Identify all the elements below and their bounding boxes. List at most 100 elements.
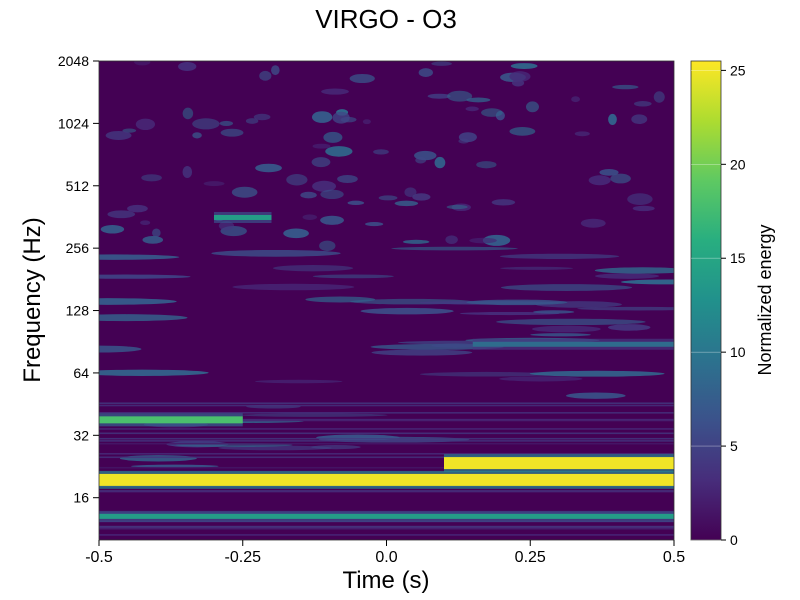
x-tick-label: 0.25 xyxy=(515,549,546,566)
noise-blob xyxy=(325,146,353,157)
noise-blob xyxy=(631,114,648,125)
noise-blob xyxy=(499,253,620,260)
noise-blob xyxy=(496,318,646,326)
noise-blob xyxy=(192,118,220,130)
noise-line xyxy=(99,428,674,430)
y-tick-label: 1024 xyxy=(58,115,89,131)
noise-blob xyxy=(458,132,477,143)
noise-blob xyxy=(152,228,161,238)
noise-blob xyxy=(219,120,234,126)
noise-blob xyxy=(99,254,180,260)
noise-blob xyxy=(530,333,591,337)
noise-blob xyxy=(529,370,665,377)
noise-blob xyxy=(418,68,433,77)
noise-blob xyxy=(465,106,479,112)
colorbar-tick-label: 25 xyxy=(730,62,746,78)
noise-blob xyxy=(347,200,365,206)
noise-blob xyxy=(412,193,431,201)
y-axis-label: Frequency (Hz) xyxy=(19,217,46,382)
noise-blob xyxy=(509,71,531,82)
noise-blob xyxy=(362,119,371,125)
noise-blob xyxy=(99,298,177,305)
noise-blob xyxy=(142,235,164,244)
noise-blob xyxy=(447,90,473,102)
chart-title: VIRGO - O3 xyxy=(315,4,457,34)
noise-blob xyxy=(319,240,336,252)
noise-blob xyxy=(415,156,427,164)
noise-blob xyxy=(305,296,376,303)
noise-blob xyxy=(365,222,384,227)
noise-blob xyxy=(255,163,282,173)
noise-blob xyxy=(491,199,516,206)
noise-blob xyxy=(99,274,191,279)
noise-blob xyxy=(231,186,258,198)
background-noise xyxy=(99,61,674,536)
colorbar-tick-label: 0 xyxy=(730,532,738,548)
noise-blob xyxy=(378,195,398,201)
x-tick-label: 0.5 xyxy=(663,549,685,566)
noise-blob xyxy=(320,189,344,200)
noise-blob xyxy=(431,343,480,348)
noise-blob xyxy=(218,221,235,231)
noise-blob xyxy=(571,96,580,103)
noise-blob xyxy=(431,61,452,66)
noise-line xyxy=(99,404,674,407)
noise-blob xyxy=(500,284,633,291)
noise-blob xyxy=(446,204,468,210)
y-tick-label: 512 xyxy=(66,178,90,194)
noise-blob xyxy=(404,187,417,198)
y-tick-label: 32 xyxy=(73,427,89,443)
noise-line xyxy=(99,528,674,530)
colorbar-tick-label: 5 xyxy=(730,438,738,454)
y-tick-label: 2048 xyxy=(58,53,89,69)
colorbar-ticks: 0 5 10 15 20 25 xyxy=(691,62,746,548)
feature-band xyxy=(214,214,272,220)
y-tick-label: 64 xyxy=(73,365,89,381)
noise-blob xyxy=(99,345,142,353)
noise-blob xyxy=(511,79,525,87)
noise-blob xyxy=(360,307,454,315)
noise-blob xyxy=(577,306,674,311)
feature-band xyxy=(472,341,674,347)
noise-blob xyxy=(525,101,539,113)
noise-blob xyxy=(434,156,446,169)
noise-blob xyxy=(627,193,653,205)
colorbar-tick-label: 15 xyxy=(730,250,746,266)
noise-blob xyxy=(107,210,136,219)
noise-blob xyxy=(245,118,259,124)
noise-blob xyxy=(337,174,358,184)
noise-blob xyxy=(311,157,331,168)
noise-line xyxy=(99,452,674,455)
noise-blob xyxy=(302,214,318,220)
noise-blob xyxy=(653,91,665,103)
noise-blob xyxy=(178,61,197,71)
noise-blob xyxy=(182,166,193,179)
noise-blob xyxy=(419,371,553,377)
noise-blob xyxy=(595,273,660,279)
noise-blob xyxy=(608,113,617,125)
noise-blob xyxy=(135,118,156,130)
noise-blob xyxy=(321,88,349,95)
colorbar-label: Normalized energy xyxy=(755,224,775,375)
noise-blob xyxy=(632,205,655,212)
noise-blob xyxy=(99,369,209,376)
x-tick-label: 0.0 xyxy=(375,549,397,566)
x-tick-label: -0.5 xyxy=(85,549,113,566)
feature-band xyxy=(99,416,243,424)
noise-blob xyxy=(427,93,451,99)
noise-blob xyxy=(220,128,244,137)
noise-blob xyxy=(466,299,568,306)
y-tick-label: 256 xyxy=(66,240,90,256)
x-axis-ticks: -0.5 -0.25 0.0 0.25 0.5 xyxy=(85,540,685,566)
noise-blob xyxy=(599,168,619,176)
noise-line xyxy=(99,419,674,422)
noise-blob xyxy=(349,73,375,84)
noise-line xyxy=(99,418,674,421)
noise-blob xyxy=(254,379,343,384)
feature-band xyxy=(99,513,674,519)
noise-blob xyxy=(610,173,631,184)
noise-blob xyxy=(311,444,361,450)
noise-blob xyxy=(566,392,626,399)
noise-blob xyxy=(580,218,606,228)
noise-blob xyxy=(459,311,560,316)
